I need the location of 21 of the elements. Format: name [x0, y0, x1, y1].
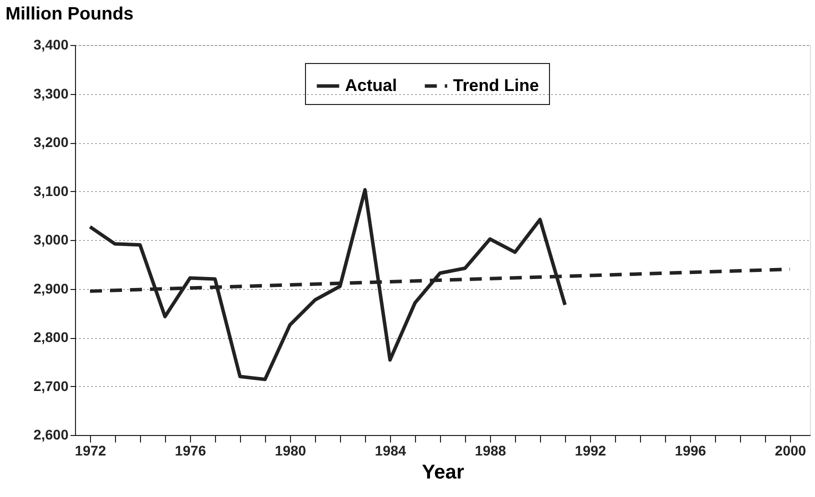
y-tick-label: 2,700: [33, 378, 69, 394]
y-tick-label: 3,400: [33, 36, 69, 52]
x-tick-label: 1976: [174, 442, 206, 458]
x-tick-label: 2000: [774, 442, 806, 458]
x-tick-label: 1980: [274, 442, 306, 458]
x-tick-label: 1972: [74, 442, 106, 458]
x-tick-label: 1996: [674, 442, 706, 458]
x-axis-title: Year: [422, 462, 464, 484]
x-tick-label: 1992: [574, 442, 606, 458]
y-tick-label: 3,200: [33, 134, 69, 150]
legend-label: Trend Line: [453, 76, 539, 95]
y-axis-title: Million Pounds: [6, 4, 134, 24]
y-tick-label: 2,800: [33, 329, 69, 345]
legend-label: Actual: [345, 76, 397, 95]
y-tick-label: 3,300: [33, 85, 69, 102]
y-tick-label: 2,600: [33, 426, 69, 442]
x-tick-label: 1988: [474, 442, 506, 458]
x-tick-label: 1984: [374, 442, 406, 458]
y-tick-label: 3,100: [33, 182, 69, 199]
y-tick-label: 2,900: [33, 280, 69, 296]
y-tick-label: 3,000: [33, 232, 69, 248]
